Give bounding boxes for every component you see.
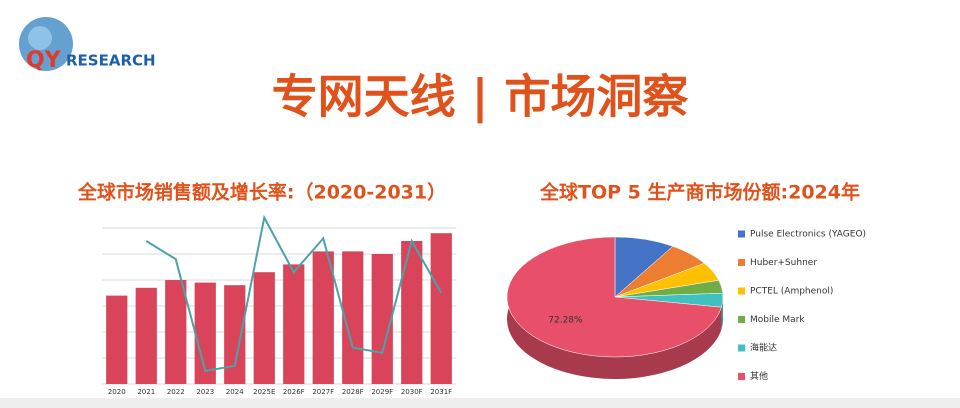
page-title: 专网天线 | 市场洞察: [272, 70, 689, 125]
x-tick-label: 2026F: [283, 388, 305, 396]
bar: [165, 280, 187, 384]
bar: [401, 241, 423, 384]
bar: [224, 285, 246, 384]
legend-swatch: [738, 344, 745, 352]
bar: [312, 251, 334, 384]
chart-title: 全球市场销售额及增长率:（2020-2031）: [77, 181, 446, 204]
x-tick-label: 2031F: [430, 388, 452, 396]
bar: [342, 251, 364, 384]
legend-label: Huber+Suhner: [750, 258, 817, 268]
bar: [253, 272, 275, 384]
x-tick-label: 2027F: [312, 388, 334, 396]
logo-globe-highlight: [28, 26, 52, 50]
x-tick-label: 2021: [137, 388, 155, 396]
bar: [430, 233, 452, 384]
legend-swatch: [738, 230, 745, 238]
x-tick-label: 2023: [196, 388, 214, 396]
logo-text: RESEARCH: [66, 52, 156, 70]
x-tick-label: 2022: [167, 388, 185, 396]
legend-label: 其他: [750, 370, 768, 382]
x-tick-label: 2030F: [401, 388, 423, 396]
chart-title: 全球TOP 5 生产商市场份额:2024年: [539, 181, 860, 204]
legend-label: PCTEL (Amphenol): [750, 287, 833, 297]
bar: [371, 254, 393, 384]
legend-swatch: [738, 259, 745, 266]
bottom-band: [0, 398, 960, 408]
legend-swatch: [738, 287, 745, 295]
bar: [283, 264, 305, 384]
x-tick-label: 2025E: [253, 388, 275, 396]
x-tick-label: 2020: [108, 388, 126, 396]
x-tick-label: 2024: [226, 388, 244, 396]
legend-label: 海能达: [750, 342, 777, 354]
x-tick-label: 2029F: [371, 388, 393, 396]
legend-swatch: [738, 373, 745, 380]
legend-label: Pulse Electronics (YAGEO): [750, 230, 866, 240]
x-tick-label: 2028F: [342, 388, 364, 396]
legend-label: Mobile Mark: [750, 315, 805, 325]
legend-swatch: [738, 316, 745, 323]
data-label: 72.28%: [548, 316, 583, 326]
bar: [106, 295, 128, 384]
bar: [194, 282, 216, 384]
logo-text: QY: [26, 48, 62, 73]
pie-slice: [506, 236, 722, 358]
bar: [135, 287, 157, 384]
growth-line: [145, 214, 443, 373]
